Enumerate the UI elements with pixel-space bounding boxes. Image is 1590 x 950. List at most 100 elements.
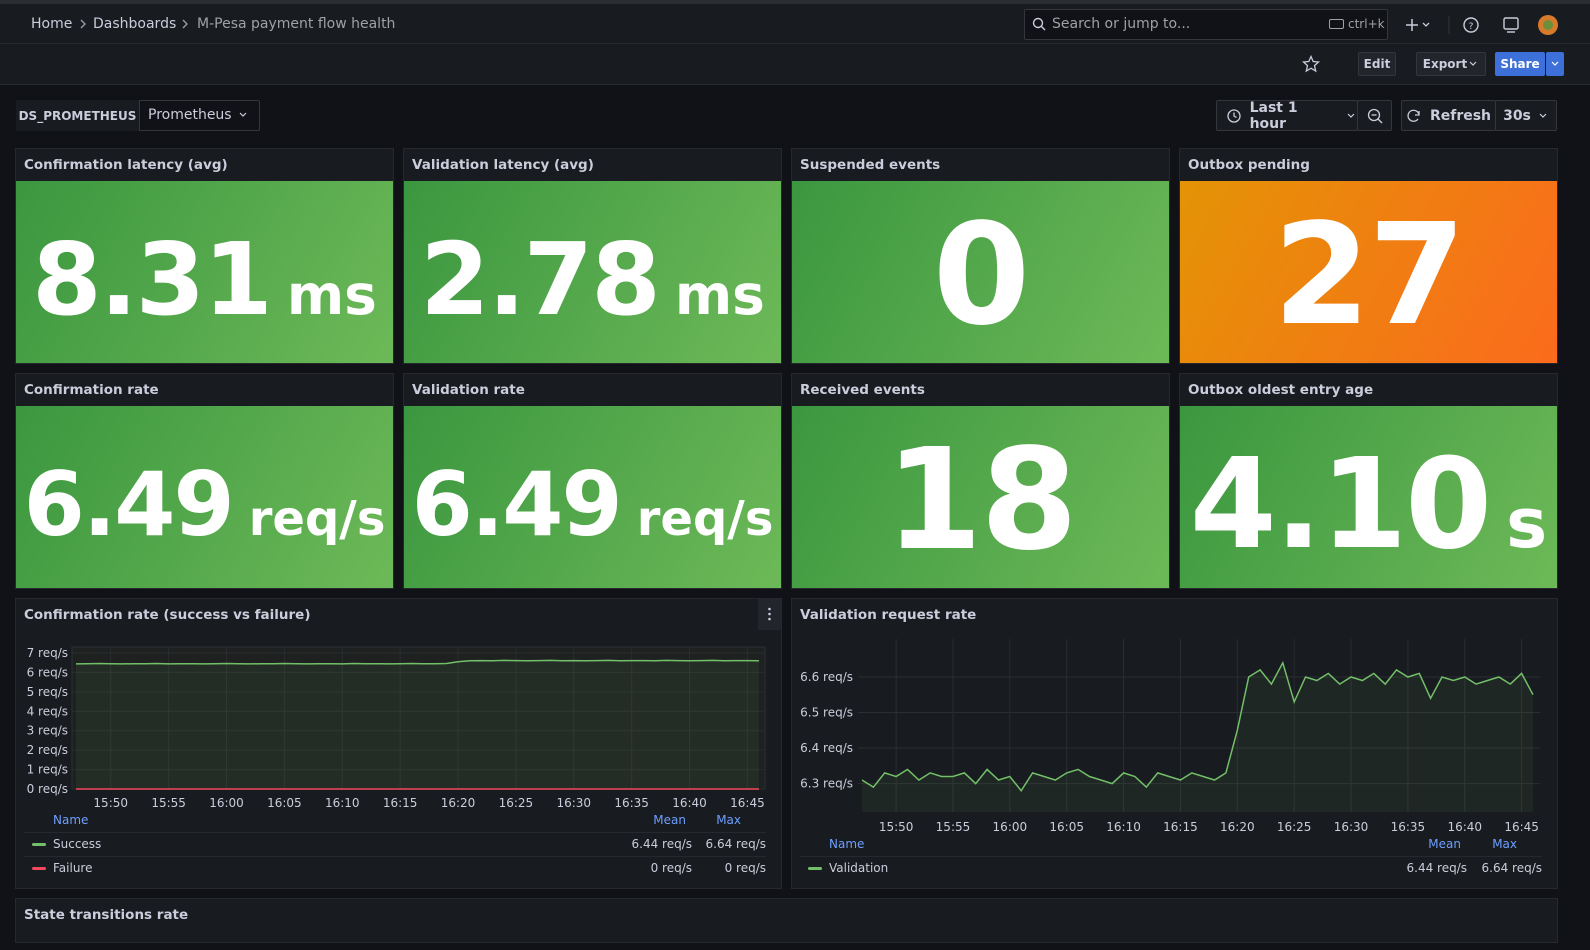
x-tick-label: 16:40 xyxy=(672,796,707,810)
panel-title: Confirmation rate (success vs failure) xyxy=(24,607,311,623)
legend-header-mean: Mean xyxy=(653,813,686,827)
stat-panel: Validation latency (avg) 2.78 ms xyxy=(403,148,782,364)
chevron-down xyxy=(1551,61,1559,66)
stat-value: 4.10 s xyxy=(1190,432,1548,577)
chevron-down xyxy=(239,112,247,117)
y-tick-label: 3 req/s xyxy=(27,724,68,738)
plot-area xyxy=(71,646,766,790)
search-box[interactable] xyxy=(1024,9,1388,40)
legend-divider xyxy=(24,856,766,857)
share-button[interactable]: Share xyxy=(1495,52,1545,76)
stat-value: 8.31 ms xyxy=(32,221,377,338)
export-button[interactable]: Export xyxy=(1416,52,1486,76)
stat-number: 8.31 xyxy=(32,220,273,338)
export-label: Export xyxy=(1422,57,1468,71)
y-tick-label: 5 req/s xyxy=(27,685,68,699)
x-tick-label: 16:10 xyxy=(1106,820,1141,834)
stat-value: 27 xyxy=(1273,194,1466,357)
x-tick-label: 16:20 xyxy=(1220,820,1255,834)
stat-unit: req/s xyxy=(248,490,386,547)
panel-title: Confirmation latency (avg) xyxy=(24,157,228,173)
stat-value-box: 0 xyxy=(792,181,1169,363)
stat-number: 6.49 xyxy=(23,452,235,556)
panel-title: Outbox oldest entry age xyxy=(1188,382,1374,398)
stat-value: 18 xyxy=(885,419,1078,582)
stat-value: 2.78 ms xyxy=(420,221,765,338)
panel-title: Outbox pending xyxy=(1188,157,1310,173)
stat-value-box: 6.49 req/s xyxy=(16,406,393,588)
stat-unit: ms xyxy=(286,262,377,327)
svg-text:?: ? xyxy=(1469,22,1474,32)
refresh-icon xyxy=(1407,109,1420,122)
breadcrumb-home[interactable]: Home xyxy=(31,16,73,32)
keyboard-icon xyxy=(1329,19,1344,29)
stat-number: 0 xyxy=(932,193,1030,357)
series-area xyxy=(76,660,759,789)
share-dropdown[interactable] xyxy=(1546,52,1564,76)
stat-value-box: 27 xyxy=(1180,181,1557,363)
variable-label-text: DS_PROMETHEUS xyxy=(18,108,137,123)
y-tick-label: 6.4 req/s xyxy=(800,741,853,755)
time-range: Last 1 hour xyxy=(1249,99,1298,132)
panel-title: Suspended events xyxy=(800,157,941,173)
legend-max: 6.64 req/s xyxy=(705,837,767,851)
stat-panel: Outbox oldest entry age 4.10 s xyxy=(1179,373,1558,589)
x-tick-label: 16:25 xyxy=(499,796,534,810)
legend-header-name: Name xyxy=(53,813,89,827)
y-tick-label: 1 req/s xyxy=(27,763,68,777)
star-icon[interactable] xyxy=(1302,55,1320,73)
x-tick-label: 16:00 xyxy=(209,796,244,810)
menu-icon xyxy=(768,607,771,621)
y-tick-label: 2 req/s xyxy=(27,743,68,757)
legend-name: Failure xyxy=(53,861,93,875)
y-tick-label: 0 req/s xyxy=(27,782,68,796)
stat-unit: ms xyxy=(674,262,765,327)
time-range-picker[interactable]: Last 1 hour xyxy=(1216,99,1358,132)
collapsed-row[interactable]: State transitions rate xyxy=(15,898,1558,943)
chevron xyxy=(182,19,188,29)
panel-menu[interactable] xyxy=(758,599,781,630)
legend-divider xyxy=(800,856,1542,857)
x-tick-label: 15:50 xyxy=(879,820,914,834)
stat-value: 6.49 req/s xyxy=(412,453,774,556)
legend-mean: 6.44 req/s xyxy=(1406,861,1468,875)
stat-panel: Suspended events 0 xyxy=(791,148,1170,364)
stat-value: 6.49 req/s xyxy=(24,453,386,556)
x-tick-label: 16:30 xyxy=(556,796,591,810)
chevron xyxy=(80,19,86,29)
legend-mean: 6.44 req/s xyxy=(631,837,693,851)
panel-title: Received events xyxy=(800,382,925,398)
refresh-interval[interactable]: 30s xyxy=(1495,100,1557,131)
edit-button[interactable]: Edit xyxy=(1358,52,1396,76)
series-line xyxy=(75,659,760,665)
row-title: State transitions rate xyxy=(24,907,189,923)
stat-panel: Received events 18 xyxy=(791,373,1170,589)
panel-title: Confirmation rate xyxy=(24,382,159,398)
breadcrumb-dashboards[interactable]: Dashboards xyxy=(93,16,177,32)
x-tick-label: 16:35 xyxy=(1391,820,1426,834)
x-tick-label: 16:15 xyxy=(1163,820,1198,834)
y-tick-label: 6.6 req/s xyxy=(800,670,853,684)
y-tick-label: 4 req/s xyxy=(27,704,68,718)
x-tick-label: 16:30 xyxy=(1334,820,1369,834)
stat-value-box: 2.78 ms xyxy=(404,181,781,363)
share-label: Share xyxy=(1500,57,1540,71)
top-icons[interactable]: ? xyxy=(1403,14,1583,36)
series-line xyxy=(861,660,1534,792)
refresh-button[interactable]: Refresh xyxy=(1401,100,1496,131)
stat-number: 6.49 xyxy=(411,452,623,556)
edit-label: Edit xyxy=(1363,57,1391,71)
zoom-out[interactable] xyxy=(1357,100,1392,131)
stat-panel: Outbox pending 27 xyxy=(1179,148,1558,364)
series-area xyxy=(862,662,1533,812)
x-tick-label: 16:45 xyxy=(1504,820,1539,834)
legend-name: Validation xyxy=(829,861,889,875)
dashboard-toolbar xyxy=(0,44,1590,85)
search-shortcut: ctrl+k xyxy=(1348,17,1385,31)
legend-max: 6.64 req/s xyxy=(1481,861,1543,875)
x-tick-label: 16:20 xyxy=(441,796,476,810)
x-tick-label: 16:00 xyxy=(993,820,1028,834)
search-icon xyxy=(1032,17,1046,31)
